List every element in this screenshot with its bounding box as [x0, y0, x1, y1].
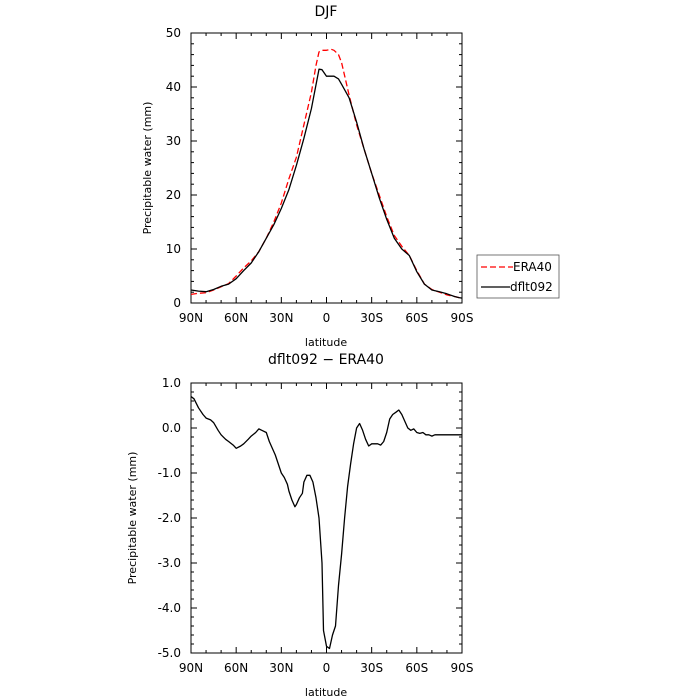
top-chart-series — [190, 48, 463, 300]
legend: ERA40 dflt092 — [476, 254, 560, 299]
bottom-x-tick-label: 60N — [224, 661, 248, 675]
bottom-chart-frame — [190, 382, 463, 654]
top-chart-ylabel: Precipitable water (mm) — [141, 102, 154, 235]
bottom-y-tick-label: 0.0 — [162, 421, 181, 435]
bottom-chart: dflt092 − ERA40 Precipitable water (mm) … — [126, 352, 473, 699]
top-x-tick-label: 90S — [451, 311, 474, 325]
bottom-y-tick-label: -5.0 — [158, 646, 181, 660]
top-x-tick-label: 0 — [323, 311, 331, 325]
legend-dflt092-label: dflt092 — [510, 280, 553, 294]
bottom-x-tick-label: 30S — [360, 661, 383, 675]
top-chart-frame — [190, 32, 463, 304]
top-chart-xlabel: latitude — [305, 336, 347, 349]
bottom-x-tick-label: 0 — [323, 661, 331, 675]
top-chart-title: DJF — [315, 4, 338, 20]
bottom-chart-series — [190, 395, 462, 650]
bottom-y-tick-label: -4.0 — [158, 601, 181, 615]
bottom-y-tick-label: -3.0 — [158, 556, 181, 570]
bottom-chart-title: dflt092 − ERA40 — [268, 352, 384, 368]
bottom-x-tick-label: 90N — [179, 661, 203, 675]
top-y-tick-label: 40 — [166, 80, 181, 94]
bottom-x-tick-label: 60S — [405, 661, 428, 675]
top-x-tick-label: 60N — [224, 311, 248, 325]
top-y-tick-label: 20 — [166, 188, 181, 202]
top-chart-ticks: 90N 60N 30N 0 30S 60S 90S 0 10 20 30 40 50 — [166, 26, 474, 325]
top-x-tick-label: 30S — [360, 311, 383, 325]
bottom-y-tick-label: 1.0 — [162, 376, 181, 390]
top-x-tick-label: 90N — [179, 311, 203, 325]
legend-era40-label: ERA40 — [513, 260, 552, 274]
bottom-chart-ylabel: Precipitable water (mm) — [126, 452, 139, 585]
top-x-tick-label: 60S — [405, 311, 428, 325]
top-x-tick-label: 30N — [269, 311, 293, 325]
top-y-tick-label: 10 — [166, 242, 181, 256]
bottom-series-line-difference — [190, 395, 462, 650]
top-y-tick-label: 0 — [173, 296, 181, 310]
top-series-line-dflt092 — [190, 68, 463, 299]
top-y-tick-label: 50 — [166, 26, 181, 40]
top-series-line-era40 — [190, 48, 463, 300]
legend-frame — [476, 254, 560, 299]
bottom-x-tick-label: 30N — [269, 661, 293, 675]
bottom-y-tick-label: -1.0 — [158, 466, 181, 480]
bottom-chart-ticks: 90N 60N 30N 0 30S 60S 90S 1.0 0.0 -1.0 -2.0 -3.0 -4.… — [158, 376, 474, 675]
top-y-tick-label: 30 — [166, 134, 181, 148]
bottom-y-tick-label: -2.0 — [158, 511, 181, 525]
top-chart: DJF Precipitable water (mm) latitude 90N… — [141, 4, 473, 349]
bottom-x-tick-label: 90S — [451, 661, 474, 675]
bottom-chart-xlabel: latitude — [305, 686, 347, 699]
